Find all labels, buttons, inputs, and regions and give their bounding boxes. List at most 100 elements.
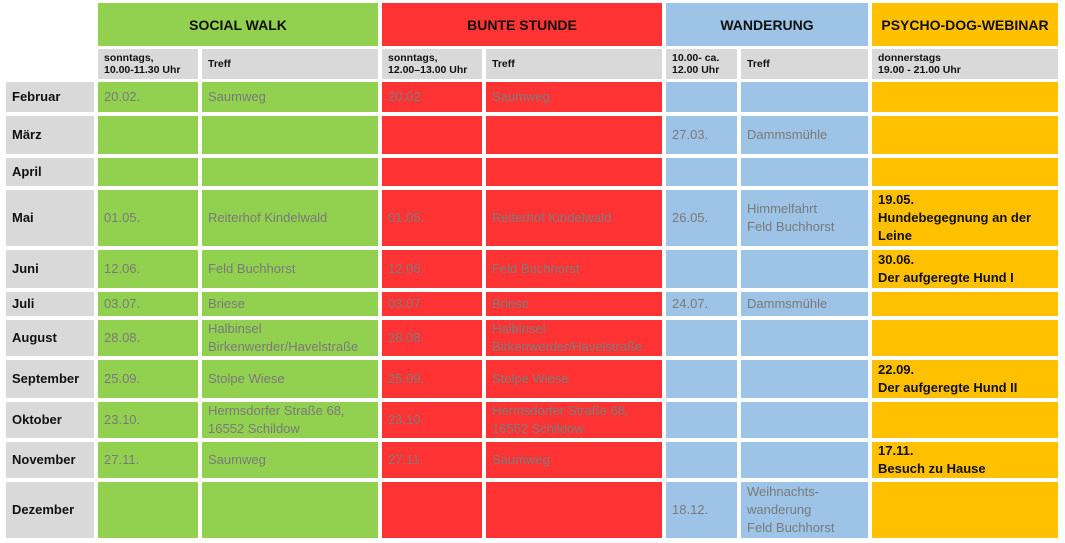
- bs-place: [486, 116, 662, 154]
- wa-date: [666, 82, 737, 112]
- subheader-bs-treff: Treff: [486, 49, 662, 79]
- bs-place: Saumweg: [486, 82, 662, 112]
- sw-date: 25.09.: [98, 360, 198, 398]
- wa-date: [666, 158, 737, 186]
- sw-date: 23.10.: [98, 402, 198, 438]
- month-label: April: [6, 158, 94, 186]
- month-label: Mai: [6, 190, 94, 246]
- webinar-cell: [872, 482, 1058, 538]
- month-label: Oktober: [6, 402, 94, 438]
- sw-place: Briese: [202, 292, 378, 316]
- bs-place: Briese: [486, 292, 662, 316]
- wa-place: [741, 402, 868, 438]
- bs-date: 01.05.: [382, 190, 482, 246]
- webinar-cell: 30.06. Der aufgeregte Hund I: [872, 250, 1058, 288]
- webinar-cell: [872, 402, 1058, 438]
- webinar-cell: 19.05. Hundebegegnung an der Leine: [872, 190, 1058, 246]
- sw-place: [202, 116, 378, 154]
- subheader-wa-time: 10.00- ca. 12.00 Uhr: [666, 49, 737, 79]
- wa-date: [666, 442, 737, 478]
- wa-place: [741, 360, 868, 398]
- sw-place: [202, 482, 378, 538]
- wa-place: Himmelfahrt Feld Buchhorst: [741, 190, 868, 246]
- sw-place: Hermsdorfer Straße 68, 16552 Schildow: [202, 402, 378, 438]
- sw-date: 27.11.: [98, 442, 198, 478]
- bs-date: 12.06.: [382, 250, 482, 288]
- wa-place: [741, 442, 868, 478]
- sw-date: 01.05.: [98, 190, 198, 246]
- wa-date: [666, 320, 737, 356]
- bs-date: [382, 158, 482, 186]
- wa-date: [666, 360, 737, 398]
- wa-place: [741, 250, 868, 288]
- webinar-cell: [872, 82, 1058, 112]
- wa-date: 18.12.: [666, 482, 737, 538]
- subheader-wa-treff: Treff: [741, 49, 868, 79]
- bs-place: Halbinsel Birkenwerder/Havelstraße: [486, 320, 662, 356]
- sw-date: 28.08.: [98, 320, 198, 356]
- sw-date: 03.07.: [98, 292, 198, 316]
- month-label: Juni: [6, 250, 94, 288]
- wa-place: [741, 82, 868, 112]
- bs-date: [382, 116, 482, 154]
- bs-date: 25.09.: [382, 360, 482, 398]
- month-label: Dezember: [6, 482, 94, 538]
- sw-date: 12.06.: [98, 250, 198, 288]
- webinar-cell: [872, 320, 1058, 356]
- sw-place: Halbinsel Birkenwerder/Havelstraße: [202, 320, 378, 356]
- bs-date: [382, 482, 482, 538]
- header-wanderung: WANDERUNG: [666, 3, 868, 46]
- wa-place: [741, 158, 868, 186]
- month-label: August: [6, 320, 94, 356]
- sw-place: Stolpe Wiese: [202, 360, 378, 398]
- sw-date: [98, 482, 198, 538]
- webinar-cell: [872, 292, 1058, 316]
- sw-date: 20.02.: [98, 82, 198, 112]
- webinar-cell: 22.09. Der aufgeregte Hund II: [872, 360, 1058, 398]
- bs-date: 20.02.: [382, 82, 482, 112]
- wa-place: [741, 320, 868, 356]
- bs-place: Saumweg: [486, 442, 662, 478]
- sw-place: [202, 158, 378, 186]
- wa-place: Dammsmühle: [741, 116, 868, 154]
- bs-place: Feld Buchhorst: [486, 250, 662, 288]
- wa-date: [666, 402, 737, 438]
- wa-date: 24.07.: [666, 292, 737, 316]
- bs-date: 28.08.: [382, 320, 482, 356]
- bs-place: [486, 482, 662, 538]
- header-bunte-stunde: BUNTE STUNDE: [382, 3, 662, 46]
- subheader-sw-time: sonntags, 10.00-11.30 Uhr: [98, 49, 198, 79]
- sw-place: Saumweg: [202, 82, 378, 112]
- bs-date: 03.07.: [382, 292, 482, 316]
- sw-place: Saumweg: [202, 442, 378, 478]
- sw-place: Feld Buchhorst: [202, 250, 378, 288]
- webinar-cell: [872, 116, 1058, 154]
- month-label: September: [6, 360, 94, 398]
- bs-place: Reiterhof Kindelwald: [486, 190, 662, 246]
- sw-place: Reiterhof Kindelwald: [202, 190, 378, 246]
- bs-place: [486, 158, 662, 186]
- header-webinar: PSYCHO-DOG-WEBINAR: [872, 3, 1058, 46]
- month-label: November: [6, 442, 94, 478]
- header-social-walk: SOCIAL WALK: [98, 3, 378, 46]
- webinar-cell: [872, 158, 1058, 186]
- month-label: Juli: [6, 292, 94, 316]
- month-label: Februar: [6, 82, 94, 112]
- bs-date: 23.10.: [382, 402, 482, 438]
- month-label: März: [6, 116, 94, 154]
- wa-place: Weihnachts- wanderung Feld Buchhorst: [741, 482, 868, 538]
- bs-place: Hermsdorfer Straße 68, 16552 Schildow: [486, 402, 662, 438]
- subheader-sw-treff: Treff: [202, 49, 378, 79]
- sw-date: [98, 158, 198, 186]
- wa-date: 26.05.: [666, 190, 737, 246]
- bs-place: Stolpe Wiese: [486, 360, 662, 398]
- sw-date: [98, 116, 198, 154]
- subheader-bs-time: sonntags, 12.00–13.00 Uhr: [382, 49, 482, 79]
- wa-place: Dammsmühle: [741, 292, 868, 316]
- bs-date: 27.11.: [382, 442, 482, 478]
- subheader-web-time: donnerstags 19.00 - 21.00 Uhr: [872, 49, 1058, 79]
- wa-date: [666, 250, 737, 288]
- webinar-cell: 17.11. Besuch zu Hause: [872, 442, 1058, 478]
- wa-date: 27.03.: [666, 116, 737, 154]
